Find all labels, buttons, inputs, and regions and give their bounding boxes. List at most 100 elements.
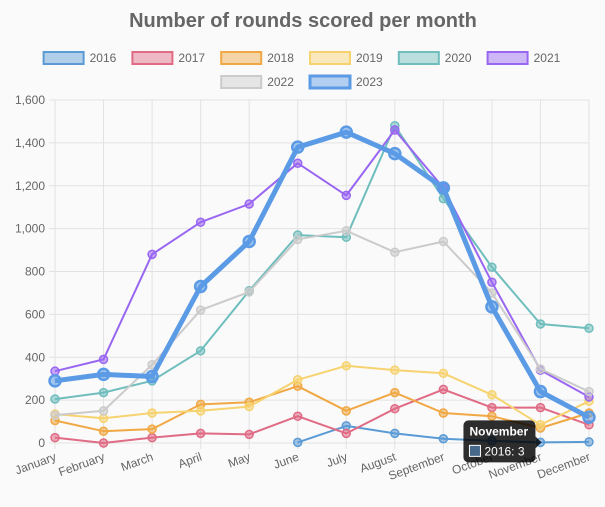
point-2016-june[interactable] [292, 437, 303, 448]
point-2022-august[interactable] [390, 247, 400, 257]
point-2021-may[interactable] [244, 199, 254, 209]
x-tick-label-april: April [176, 450, 203, 471]
tooltip-label: 2016: 3 [484, 444, 524, 458]
legend-item-2017[interactable]: 2017 [131, 51, 205, 65]
point-2022-september[interactable] [438, 236, 449, 247]
point-2022-january[interactable] [50, 410, 60, 420]
point-2019-september[interactable] [438, 368, 449, 379]
point-2018-march[interactable] [147, 424, 157, 434]
point-2017-february[interactable] [98, 438, 109, 448]
point-2017-april[interactable] [195, 428, 206, 439]
point-2022-november[interactable] [535, 364, 546, 374]
point-2018-october[interactable] [487, 411, 497, 421]
point-2023-june[interactable] [290, 140, 305, 154]
point-2022-june[interactable] [292, 234, 303, 245]
legend-item-2020[interactable]: 2020 [397, 51, 472, 65]
point-2017-november[interactable] [535, 402, 546, 413]
point-2021-july[interactable] [341, 190, 352, 201]
y-tick-label: 800 [25, 265, 45, 279]
series-line-2022 [54, 229, 590, 417]
point-2022-february[interactable] [98, 406, 109, 416]
legend-item-2021[interactable]: 2021 [486, 51, 561, 65]
point-2018-august[interactable] [390, 387, 400, 398]
point-2023-july[interactable] [339, 125, 354, 139]
point-2016-december[interactable] [584, 437, 594, 447]
point-2017-august[interactable] [390, 403, 400, 414]
point-2021-october[interactable] [487, 277, 497, 287]
legend-swatch-2017 [131, 51, 174, 65]
tooltip-caret [535, 436, 542, 449]
point-2017-may[interactable] [244, 429, 254, 440]
legend-item-2016[interactable]: 2016 [42, 51, 117, 65]
point-2019-may[interactable] [244, 401, 254, 412]
point-2018-february[interactable] [98, 426, 109, 436]
y-tick-label: 1,600 [15, 93, 45, 107]
point-2023-october[interactable] [485, 300, 499, 314]
point-2016-september[interactable] [438, 433, 449, 444]
legend-item-2018[interactable]: 2018 [220, 51, 294, 65]
tooltip-title: November [469, 424, 528, 438]
series-2019 [50, 361, 594, 430]
point-2019-june[interactable] [292, 375, 303, 385]
point-2017-september[interactable] [438, 384, 449, 395]
point-2020-february[interactable] [98, 387, 109, 398]
point-2020-october[interactable] [487, 262, 497, 272]
legend-label-2018: 2018 [267, 51, 294, 65]
point-2017-june[interactable] [292, 411, 303, 421]
point-2023-may[interactable] [242, 234, 256, 249]
legend-label-2017: 2017 [178, 51, 205, 65]
x-tick-label-september: September [386, 450, 446, 483]
legend-item-2022[interactable]: 2022 [220, 75, 294, 89]
point-2023-december[interactable] [582, 410, 596, 425]
point-2019-november[interactable] [535, 420, 546, 430]
legend-swatch-2016 [42, 51, 85, 65]
y-tick-label: 200 [25, 393, 45, 407]
point-2020-april[interactable] [195, 346, 206, 356]
point-2019-august[interactable] [390, 365, 400, 375]
point-2021-april[interactable] [195, 217, 206, 227]
point-2017-october[interactable] [487, 402, 497, 413]
legend-label-2022: 2022 [267, 75, 294, 89]
point-2023-november[interactable] [533, 384, 548, 399]
point-2021-june[interactable] [292, 158, 303, 168]
legend-item-2023[interactable]: 2023 [308, 74, 383, 90]
point-2022-april[interactable] [195, 305, 206, 315]
point-2021-february[interactable] [98, 354, 109, 365]
point-2020-december[interactable] [584, 323, 594, 334]
point-2020-january[interactable] [50, 394, 60, 404]
legend-item-2019[interactable]: 2019 [309, 51, 383, 65]
point-2017-january[interactable] [50, 432, 60, 443]
series-layer [48, 120, 596, 448]
point-2019-october[interactable] [487, 390, 497, 400]
point-2021-january[interactable] [50, 366, 60, 376]
x-tick-label-june: June [272, 450, 302, 472]
point-2019-march[interactable] [147, 408, 157, 418]
point-2016-august[interactable] [390, 428, 400, 439]
y-tick-label: 400 [25, 350, 45, 364]
point-2023-april[interactable] [193, 279, 208, 294]
point-2018-july[interactable] [341, 406, 352, 416]
point-2023-march[interactable] [145, 369, 159, 384]
grid [49, 99, 590, 449]
series-2022 [50, 226, 594, 420]
point-2021-august[interactable] [390, 125, 400, 135]
point-2023-august[interactable] [388, 146, 402, 161]
x-tick-label-july: July [324, 450, 349, 470]
legend-swatch-2023 [308, 74, 352, 90]
point-2023-february[interactable] [96, 367, 111, 382]
point-2023-january[interactable] [48, 374, 62, 388]
point-2019-april[interactable] [195, 406, 206, 416]
point-2018-september[interactable] [438, 408, 449, 418]
point-2019-july[interactable] [341, 361, 352, 371]
legend-swatch-2020 [397, 51, 440, 65]
legend-label-2020: 2020 [445, 51, 472, 65]
point-2021-march[interactable] [147, 249, 157, 260]
y-tick-label: 1,400 [15, 136, 45, 150]
point-2022-december[interactable] [584, 386, 594, 397]
point-2022-may[interactable] [244, 287, 254, 297]
point-2017-july[interactable] [341, 428, 352, 439]
point-2022-july[interactable] [341, 226, 352, 236]
point-2017-march[interactable] [147, 432, 157, 443]
point-2023-september[interactable] [436, 181, 451, 195]
point-2020-november[interactable] [535, 319, 546, 329]
